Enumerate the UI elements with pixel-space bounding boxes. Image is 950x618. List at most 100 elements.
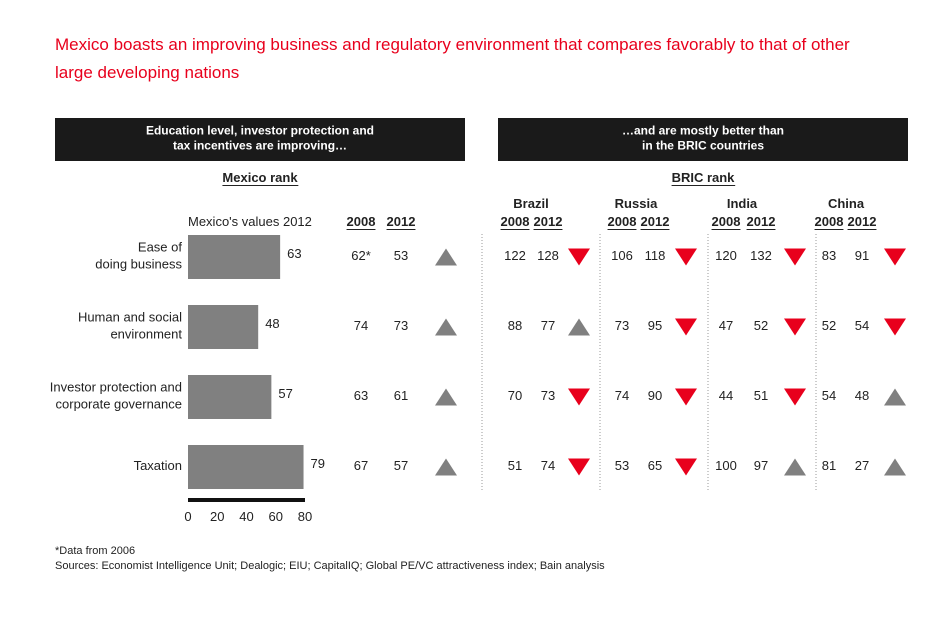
x-tick-label: 80 [298,509,312,524]
trend-up [568,318,590,336]
column-header: 2008 [608,214,637,229]
rank-value: 70 [508,388,522,403]
column-header: 2008 [501,214,530,229]
rank-value: 128 [537,248,559,263]
x-tick-label: 40 [239,509,253,524]
rank-value: 27 [855,458,869,473]
bar [188,375,272,419]
category-label: Taxation [134,458,182,473]
footnote: Sources: Economist Intelligence Unit; De… [55,560,605,572]
x-tick-label: 20 [210,509,224,524]
right-header: …and are mostly better than in the BRIC c… [622,124,784,153]
rank-value: 120 [715,248,737,263]
rank-value: 91 [855,248,869,263]
x-tick-label: 0 [184,509,191,524]
trend-up [435,388,457,406]
trend-down [675,248,697,266]
trend-down [884,248,906,266]
category-label: Ease of doing business [95,240,182,272]
rank-value: 122 [504,248,526,263]
country-name: Russia [615,196,658,211]
value-label: 63 [287,246,301,261]
category-label: Human and social environment [78,310,182,342]
trend-down [675,388,697,406]
column-header: 2012 [747,214,776,229]
country-name: India [727,196,758,211]
left-header-box [55,118,465,161]
rank-value: 74 [541,458,555,473]
rank-value: 63 [354,388,368,403]
rank-value: 83 [822,248,836,263]
column-header: 2008 [815,214,844,229]
rank-value: 88 [508,318,522,333]
country-name: China [828,196,865,211]
rank-value: 74 [354,318,368,333]
trend-down [568,388,590,406]
section-title: Mexico rank [222,170,298,185]
chart-title: Mexico's values 2012 [188,214,312,229]
section-title: BRIC rank [672,170,736,185]
rank-value: 51 [508,458,522,473]
column-header: 2008 [712,214,741,229]
value-label: 57 [278,386,292,401]
rank-value: 132 [750,248,772,263]
trend-down [784,318,806,336]
trend-down [675,318,697,336]
trend-down [884,318,906,336]
rank-value: 53 [394,248,408,263]
rank-value: 57 [394,458,408,473]
trend-up [435,318,457,336]
rank-value: 73 [541,388,555,403]
rank-value: 95 [648,318,662,333]
page-title: Mexico boasts an improving business and … [55,35,850,82]
value-label: 48 [265,316,279,331]
trend-down [568,248,590,266]
column-header: 2012 [848,214,877,229]
column-header: 2008 [347,214,376,229]
trend-up [435,248,457,266]
trend-up [435,458,457,476]
rank-value: 52 [822,318,836,333]
rank-value: 52 [754,318,768,333]
trend-up [884,458,906,476]
value-label: 79 [311,456,325,471]
trend-down [784,248,806,266]
x-tick-label: 60 [269,509,283,524]
rank-value: 106 [611,248,633,263]
column-header: 2012 [641,214,670,229]
column-header: 2012 [534,214,563,229]
rank-value: 44 [719,388,733,403]
bar [188,235,281,279]
country-name: Brazil [513,196,548,211]
left-header: Education level, investor protection and… [146,124,374,153]
rank-value: 54 [855,318,869,333]
right-header-box [498,118,908,161]
rank-value: 77 [541,318,555,333]
rank-value: 48 [855,388,869,403]
rank-value: 62* [351,248,371,263]
rank-value: 61 [394,388,408,403]
trend-down [675,458,697,476]
rank-value: 53 [615,458,629,473]
trend-down [568,458,590,476]
bar [188,305,259,349]
trend-up [884,388,906,406]
trend-up [784,458,806,476]
rank-value: 67 [354,458,368,473]
rank-value: 97 [754,458,768,473]
rank-value: 90 [648,388,662,403]
trend-down [784,388,806,406]
bar [188,445,304,489]
rank-value: 81 [822,458,836,473]
rank-value: 51 [754,388,768,403]
rank-value: 54 [822,388,836,403]
rank-value: 73 [615,318,629,333]
rank-value: 73 [394,318,408,333]
category-label: Investor protection and corporate governa… [50,380,182,412]
rank-value: 74 [615,388,629,403]
rank-value: 100 [715,458,737,473]
footnote: *Data from 2006 [55,545,135,557]
rank-value: 47 [719,318,733,333]
column-header: 2012 [387,214,416,229]
